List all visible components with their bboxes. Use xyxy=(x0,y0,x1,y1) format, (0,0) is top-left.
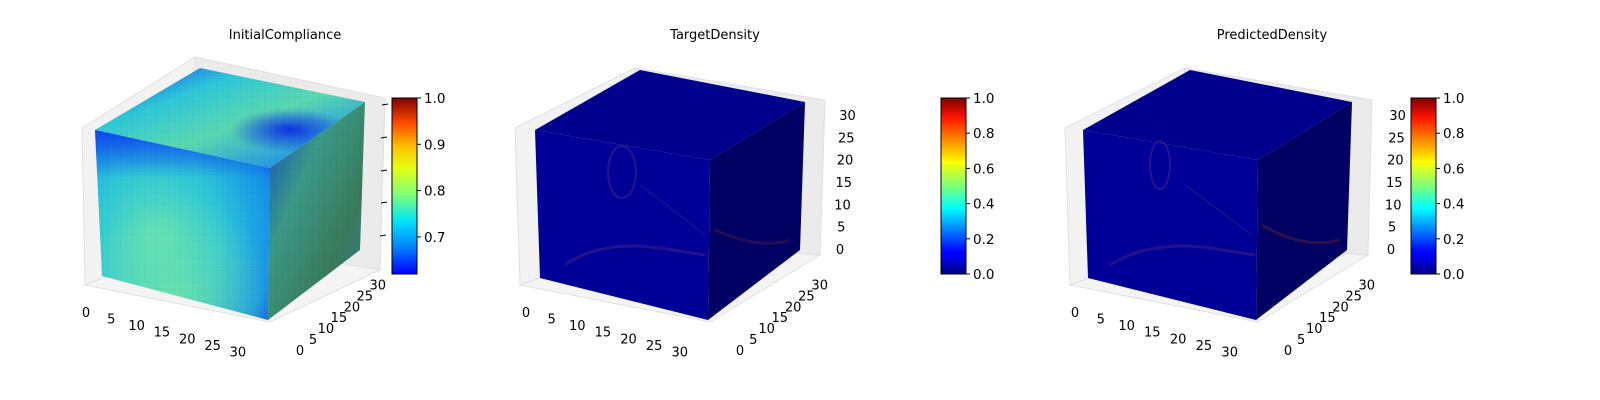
colorbar-1: 0.7 0.8 0.9 1.0 xyxy=(391,91,445,275)
z-tick-label: 25 xyxy=(838,131,855,146)
y-tick-label: 15 xyxy=(1319,311,1336,326)
x-tick-labels-1: 0 5 10 15 20 25 30 xyxy=(82,306,246,360)
z-tick-label: 10 xyxy=(834,198,851,213)
x-tick-label: 20 xyxy=(1170,332,1187,347)
panel-target-density: TargetDensity 0 5 10 15 20 25 30 051015202530 … xyxy=(514,28,994,360)
colorbar-tick-label: 0.8 xyxy=(973,126,994,142)
x-tick-label: 5 xyxy=(547,313,555,328)
y-tick-label: 30 xyxy=(1359,278,1376,293)
y-tick-label: 25 xyxy=(1345,289,1362,304)
x-tick-label: 25 xyxy=(204,339,221,354)
colorbar-tick-label: 1.0 xyxy=(424,91,445,107)
colorbar-tick-label: 0.8 xyxy=(1443,126,1464,142)
x-tick-label: 10 xyxy=(1118,319,1135,334)
x-tick-label: 0 xyxy=(1071,306,1079,321)
colorbar-3: 0.0 0.2 0.4 0.6 0.8 1.0 xyxy=(1410,91,1464,283)
x-tick-label: 0 xyxy=(82,306,90,321)
z-tick-label: 30 xyxy=(839,109,856,124)
x-tick-label: 10 xyxy=(569,319,586,334)
x-tick-label: 15 xyxy=(595,326,612,341)
voxel-cube-1 xyxy=(95,68,365,320)
y-tick-label: 5 xyxy=(309,333,317,348)
y-tick-label: 15 xyxy=(331,311,348,326)
x-tick-label: 30 xyxy=(230,345,247,360)
colorbar-tick-label: 0.6 xyxy=(973,161,994,177)
z-tick-label: 5 xyxy=(837,221,845,236)
y-tick-label: 0 xyxy=(1284,344,1292,359)
y-tick-label: 25 xyxy=(357,289,374,304)
z-tick-label: 25 xyxy=(1388,131,1405,146)
colorbar-tick-label: 0.2 xyxy=(973,232,994,248)
colorbar-tick-label: 0.8 xyxy=(424,184,445,200)
x-tick-label: 30 xyxy=(1221,345,1238,360)
x-tick-label: 25 xyxy=(1196,339,1213,354)
y-tick-label: 5 xyxy=(1297,333,1305,348)
y-tick-label: 0 xyxy=(736,344,744,359)
z-tick-label: 20 xyxy=(1387,154,1404,169)
colorbar-2: 0.0 0.2 0.4 0.6 0.8 1.0 xyxy=(940,91,994,283)
z-tick-label: 15 xyxy=(836,176,853,191)
colorbar-tick-label: 0.0 xyxy=(973,267,994,283)
colorbar-tick-label: 0.9 xyxy=(424,137,445,153)
colorbar-tick-label: 0.7 xyxy=(424,230,445,246)
z-tick-label: 0 xyxy=(1387,243,1395,258)
colorbar-tick-label: 0.2 xyxy=(1443,232,1464,248)
colorbar-tick-label: 1.0 xyxy=(1443,91,1464,107)
z-tick-label: 15 xyxy=(1386,176,1403,191)
x-tick-label: 5 xyxy=(107,313,115,328)
x-tick-label: 10 xyxy=(128,319,145,334)
z-tick-labels-3: 0 5 10 15 20 25 30 xyxy=(1385,109,1406,258)
y-tick-label: 5 xyxy=(749,333,757,348)
colorbar-tick-label: 0.4 xyxy=(1443,197,1464,213)
chart-title-3: PredictedDensity xyxy=(1217,28,1328,43)
chart-title-1: InitialCompliance xyxy=(229,28,342,43)
x-tick-label: 5 xyxy=(1097,313,1105,328)
z-tick-label: 30 xyxy=(1389,109,1406,124)
y-tick-label: 20 xyxy=(1332,300,1349,315)
voxel-cube-2 xyxy=(535,70,805,320)
panel-predicted-density: PredictedDensity 0 5 10 15 20 25 30 0510152025… xyxy=(1064,28,1464,360)
z-tick-label: 10 xyxy=(1385,198,1402,213)
x-tick-label: 15 xyxy=(1144,326,1161,341)
y-tick-label: 30 xyxy=(370,278,387,293)
y-tick-label: 20 xyxy=(344,300,361,315)
x-tick-labels-2: 0 5 10 15 20 25 30 xyxy=(522,306,688,360)
z-tick-label: 0 xyxy=(836,243,844,258)
colorbar-tick-label: 1.0 xyxy=(973,91,994,107)
z-tick-label: 5 xyxy=(1388,221,1396,236)
z-axis-ticks-1 xyxy=(379,103,389,237)
x-tick-label: 25 xyxy=(646,339,663,354)
x-tick-label: 20 xyxy=(179,332,196,347)
y-tick-label: 25 xyxy=(798,289,815,304)
y-tick-label: 10 xyxy=(1306,322,1323,337)
x-tick-label: 15 xyxy=(154,326,171,341)
colorbar-tick-label: 0.6 xyxy=(1443,161,1464,177)
voxel-cube-3 xyxy=(1083,70,1352,320)
colorbar-tick-label: 0.0 xyxy=(1443,267,1464,283)
chart-title-2: TargetDensity xyxy=(669,28,760,43)
z-tick-labels-2: 0 5 10 15 20 25 30 xyxy=(834,109,856,258)
y-tick-label: 20 xyxy=(785,300,802,315)
y-tick-label: 15 xyxy=(772,311,789,326)
colorbar-tick-label: 0.4 xyxy=(973,197,994,213)
x-tick-label: 0 xyxy=(522,306,530,321)
x-tick-label: 30 xyxy=(672,345,689,360)
y-tick-label: 30 xyxy=(811,278,828,293)
x-tick-labels-3: 0 5 10 15 20 25 30 xyxy=(1071,306,1238,360)
y-tick-label: 10 xyxy=(318,322,335,337)
y-tick-label: 10 xyxy=(758,322,775,337)
x-tick-label: 20 xyxy=(620,332,637,347)
panel-initial-compliance: InitialCompliance 0 5 10 15 20 25 30 051015202… xyxy=(81,28,445,360)
z-tick-label: 20 xyxy=(837,154,854,169)
y-tick-label: 0 xyxy=(296,344,304,359)
